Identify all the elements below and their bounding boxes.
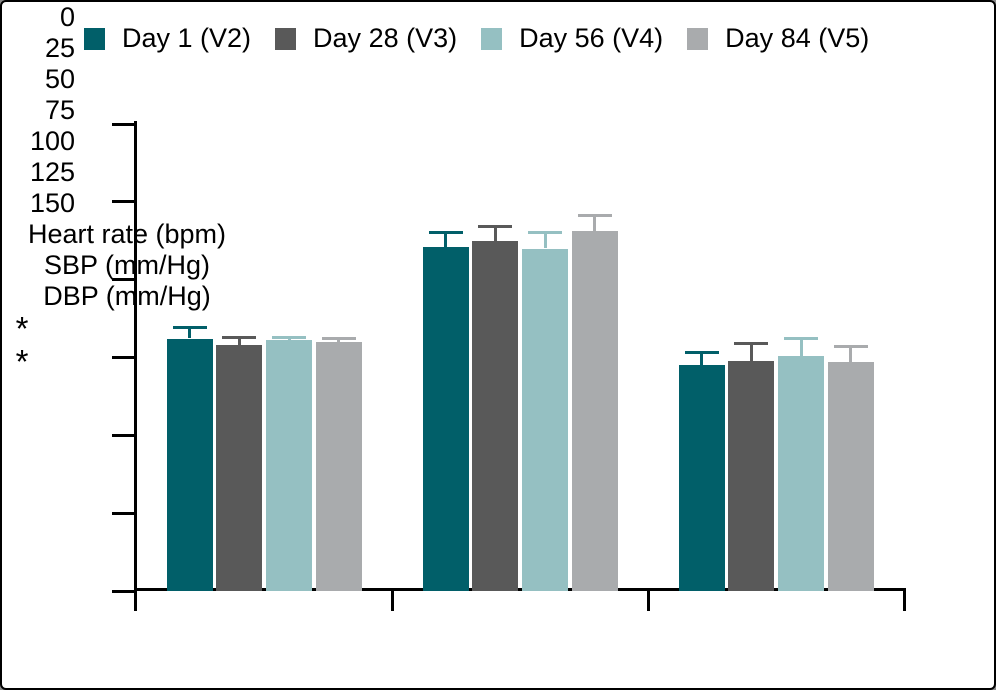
plot-area: 0 25 50 75 100 125 150 Heart rate (bpm) SBP (mm/… (2, 2, 994, 611)
y-tick-label: 50 (44, 64, 75, 94)
error-bar-cap (528, 231, 562, 234)
significance-asterisk: * (15, 343, 29, 380)
y-axis-line (134, 121, 137, 611)
y-axis-tick (112, 434, 134, 437)
error-bar-cap (322, 337, 356, 340)
bar-day-56-v4--cat1 (522, 249, 568, 591)
y-tick-label: 0 (59, 2, 75, 32)
legend-swatch-icon (687, 27, 709, 50)
y-tick-label: 75 (44, 95, 75, 125)
x-category-label: SBP (mm/Hg) (43, 250, 211, 280)
legend-item: Day 28 (V3) (275, 23, 458, 54)
error-bar-cap (578, 214, 612, 217)
bar-day-84-v5--cat2 (828, 362, 874, 591)
error-bar-cap (834, 345, 868, 348)
y-tick-label: 25 (44, 33, 75, 63)
error-bar-stem (188, 326, 191, 338)
error-bar-cap (173, 326, 207, 329)
bar-day-28-v3--cat0 (216, 345, 262, 591)
y-axis-tick (112, 356, 134, 359)
category-separator-tick (391, 591, 394, 611)
y-axis-tick (112, 512, 134, 515)
x-axis-line (134, 588, 906, 591)
bar-day-56-v4--cat2 (778, 356, 824, 591)
bar-day-84-v5--cat0 (316, 342, 362, 591)
y-axis-tick (112, 200, 134, 203)
bar-day-1-v2--cat1 (423, 247, 469, 591)
y-axis-tick (112, 590, 134, 593)
bar-day-84-v5--cat1 (572, 231, 618, 591)
legend-label: Day 84 (V5) (725, 23, 870, 53)
y-tick-label: 100 (29, 126, 75, 156)
legend-swatch-icon (481, 27, 503, 50)
bar-day-28-v3--cat1 (472, 241, 518, 591)
chart-legend: Day 1 (V2) Day 28 (V3) Day 56 (V4) Day 84 (… (84, 23, 934, 54)
x-category-label: Heart rate (bpm) (27, 219, 227, 249)
error-bar-cap (685, 351, 719, 354)
bar-day-28-v3--cat2 (728, 361, 774, 591)
error-bar-stem (700, 351, 703, 365)
error-bar-cap (272, 336, 306, 339)
y-tick-label: 150 (29, 188, 75, 218)
y-axis-tick (112, 278, 134, 281)
category-separator-tick (903, 591, 906, 611)
error-bar-stem (593, 214, 596, 231)
y-axis-tick (112, 123, 134, 126)
legend-swatch-icon (84, 27, 105, 50)
error-bar-cap (222, 336, 256, 339)
legend-label: Day 56 (V4) (519, 23, 664, 53)
x-category-label: DBP (mm/Hg) (43, 281, 211, 311)
error-bar-stem (849, 345, 852, 362)
legend-item: Day 1 (V2) (84, 23, 252, 54)
legend-label: Day 28 (V3) (313, 23, 458, 53)
bar-day-1-v2--cat2 (679, 365, 725, 591)
legend-swatch-icon (275, 27, 297, 50)
legend-item: Day 84 (V5) (687, 23, 870, 54)
error-bar-cap (429, 231, 463, 234)
error-bar-cap (734, 342, 768, 345)
error-bar-stem (238, 336, 241, 345)
error-bar-stem (750, 342, 753, 361)
category-separator-tick (647, 591, 650, 611)
y-tick-label: 125 (29, 157, 75, 187)
error-bar-stem (444, 231, 447, 247)
legend-item: Day 56 (V4) (481, 23, 664, 54)
error-bar-stem (800, 337, 803, 356)
error-bar-cap (784, 337, 818, 340)
error-bar-stem (544, 231, 547, 248)
bar-day-1-v2--cat0 (167, 339, 213, 591)
legend-label: Day 1 (V2) (122, 23, 252, 53)
error-bar-stem (494, 225, 497, 241)
significance-asterisk: * (15, 310, 29, 347)
error-bar-cap (478, 225, 512, 228)
bar-day-56-v4--cat0 (266, 340, 312, 591)
